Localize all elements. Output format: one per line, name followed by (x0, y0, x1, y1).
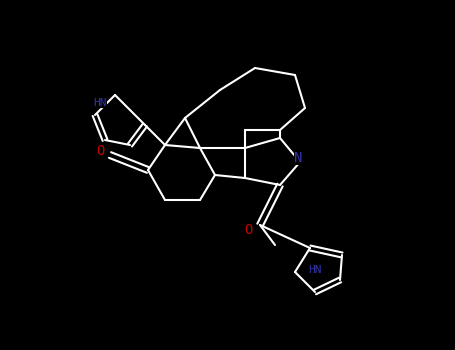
Text: N: N (294, 151, 302, 165)
Text: O: O (244, 223, 252, 237)
Text: HN: HN (308, 265, 322, 275)
Text: O: O (96, 144, 104, 158)
Text: HN: HN (93, 98, 107, 108)
